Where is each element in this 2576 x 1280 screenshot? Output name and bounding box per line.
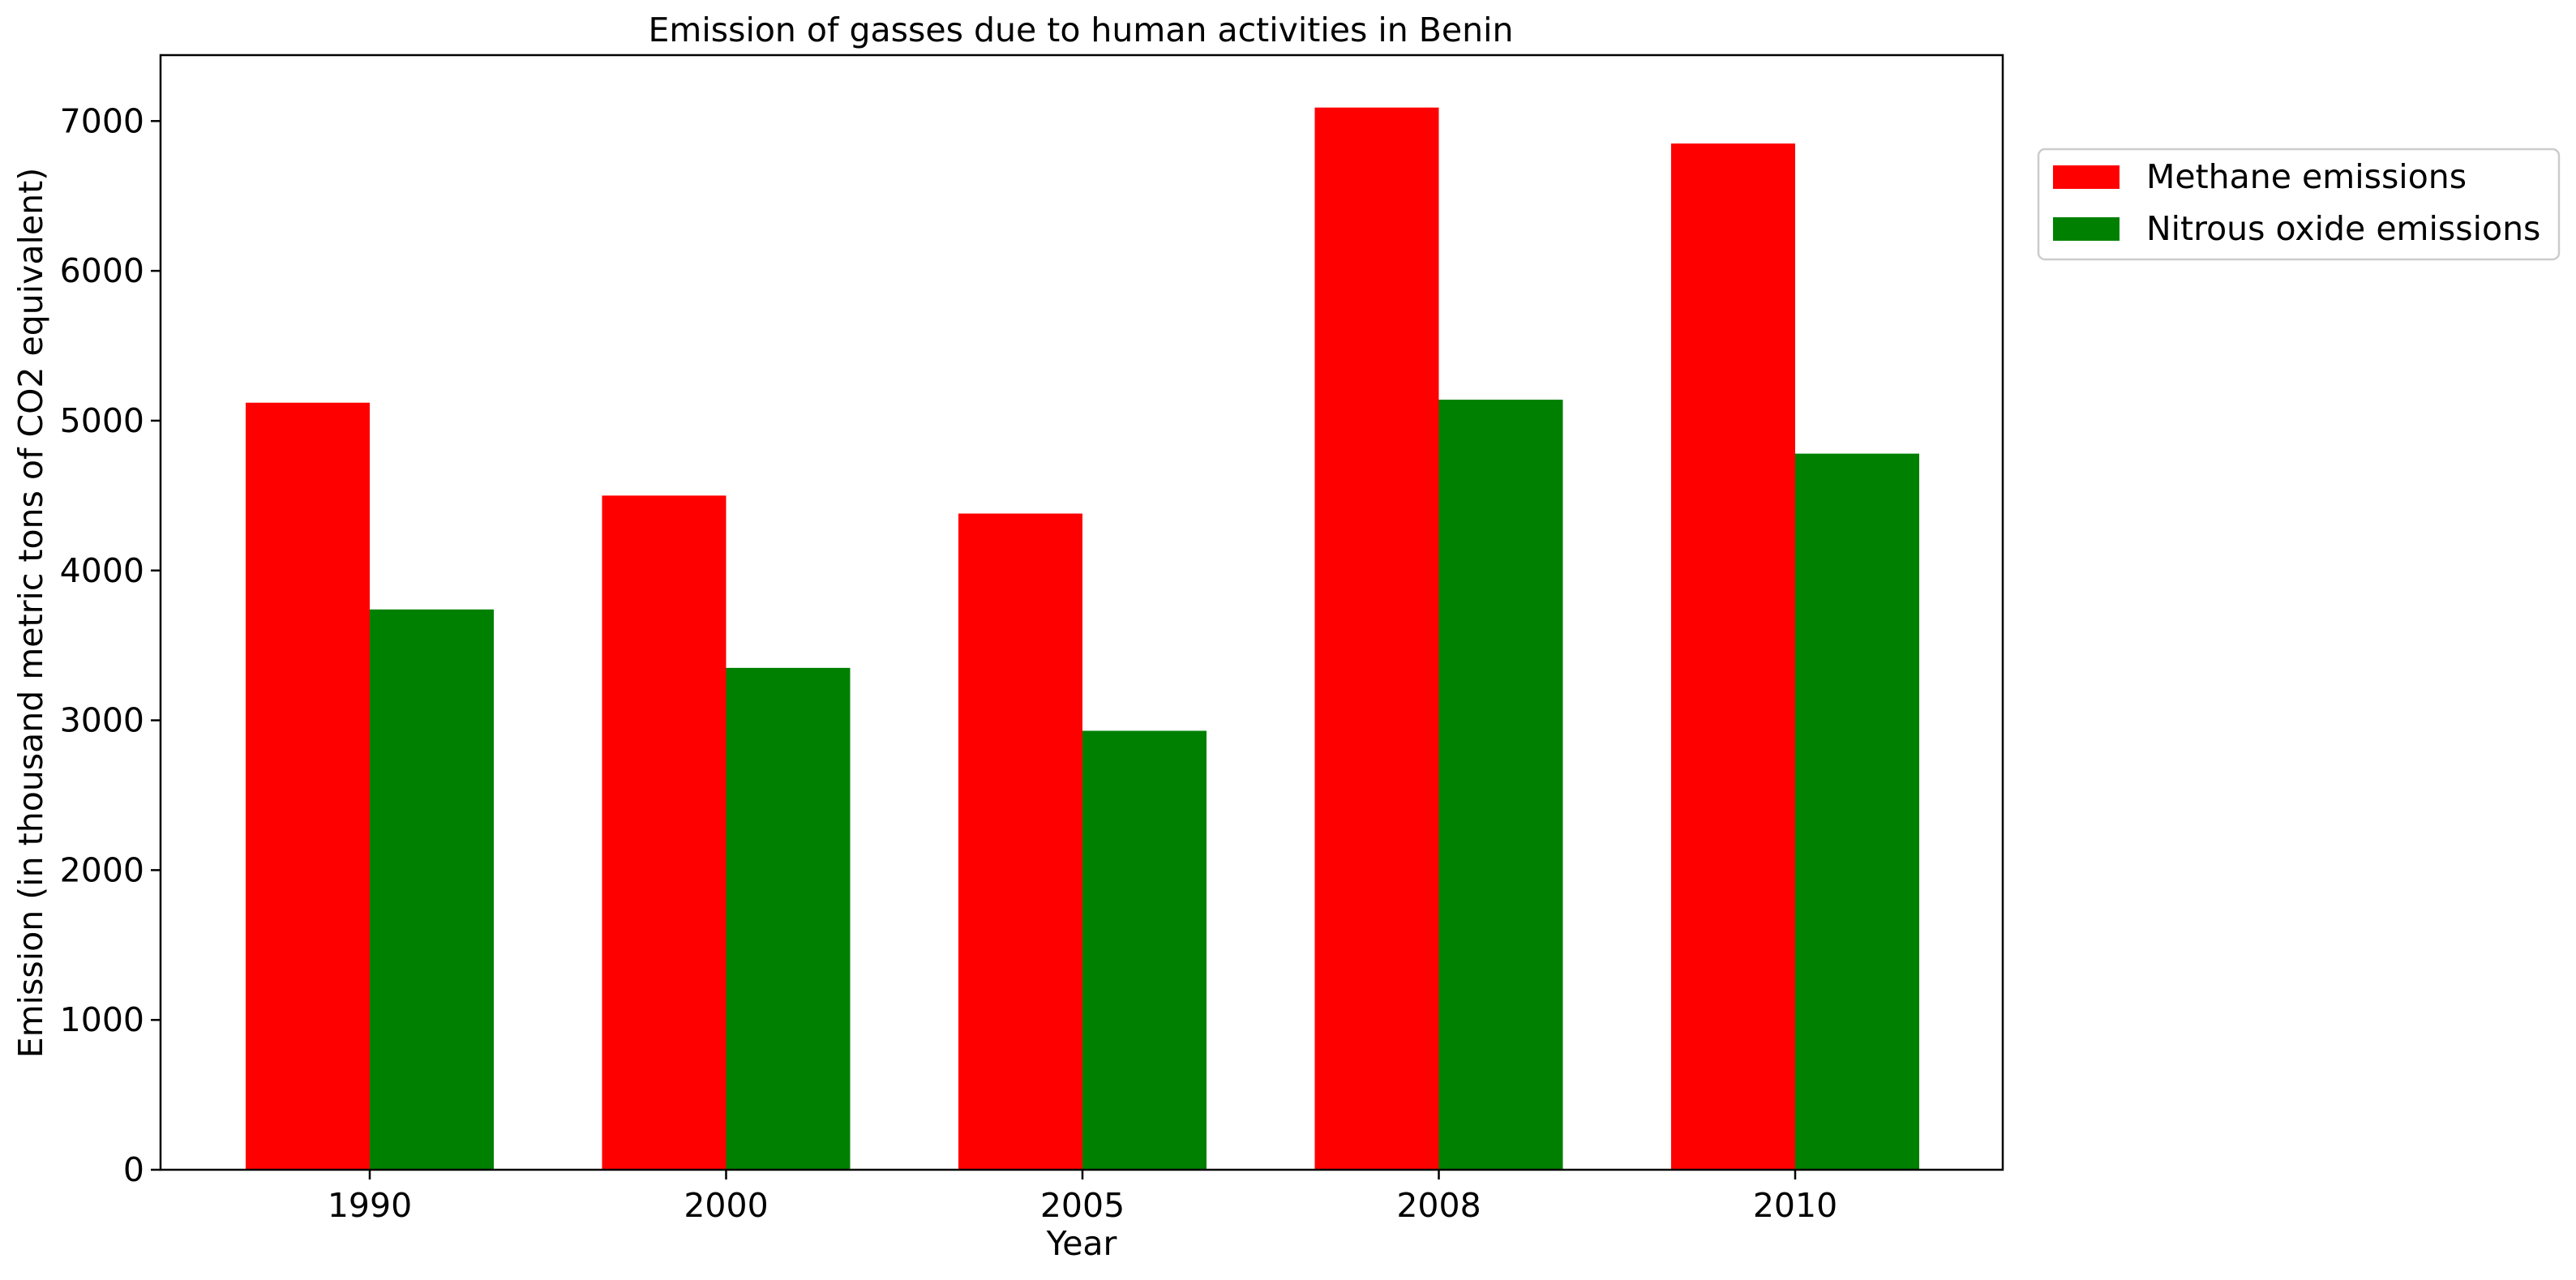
legend: Methane emissions Nitrous oxide emissions [2037, 148, 2561, 261]
legend-label-methane: Methane emissions [2146, 157, 2467, 196]
legend-swatch-nitrous-oxide [2053, 217, 2120, 241]
y-axis: 0 1000 2000 3000 4000 5000 6000 7000 [60, 101, 161, 1189]
y-tick-label: 0 [123, 1150, 144, 1189]
bar-nitrous-oxide-1990 [370, 609, 494, 1170]
y-tick-label: 4000 [60, 551, 144, 590]
bar-nitrous-oxide-2010 [1795, 453, 1919, 1170]
bar-methane-2000 [602, 495, 727, 1170]
bar-methane-2010 [1671, 143, 1795, 1171]
x-axis-label: Year [1046, 1224, 1117, 1263]
y-tick-label: 2000 [60, 850, 144, 889]
legend-frame [2037, 148, 2561, 261]
chart-title: Emission of gasses due to human activiti… [648, 11, 1513, 49]
bar-nitrous-oxide-2000 [726, 667, 851, 1170]
legend-label-nitrous-oxide: Nitrous oxide emissions [2146, 209, 2540, 248]
x-tick-label: 2000 [684, 1186, 768, 1225]
y-axis-label: Emission (in thousand metric tons of CO2… [11, 168, 50, 1058]
bar-nitrous-oxide-2005 [1082, 730, 1207, 1170]
y-tick-label: 1000 [60, 1000, 144, 1039]
x-tick-label: 2005 [1040, 1186, 1125, 1225]
bar-methane-2008 [1314, 107, 1439, 1171]
plot-area [246, 107, 1919, 1171]
x-axis: 1990 2000 2005 2008 2010 [328, 1170, 1837, 1225]
x-tick-label: 1990 [328, 1186, 412, 1225]
bar-nitrous-oxide-2008 [1438, 400, 1563, 1170]
y-tick-label: 3000 [60, 701, 144, 740]
y-tick-label: 7000 [60, 101, 144, 140]
legend-swatch-methane [2053, 165, 2120, 189]
bar-methane-2005 [958, 513, 1082, 1170]
bar-methane-1990 [246, 402, 370, 1170]
x-tick-label: 2008 [1396, 1186, 1481, 1225]
y-tick-label: 6000 [60, 251, 144, 290]
y-tick-label: 5000 [60, 401, 144, 440]
x-tick-label: 2010 [1753, 1186, 1837, 1225]
